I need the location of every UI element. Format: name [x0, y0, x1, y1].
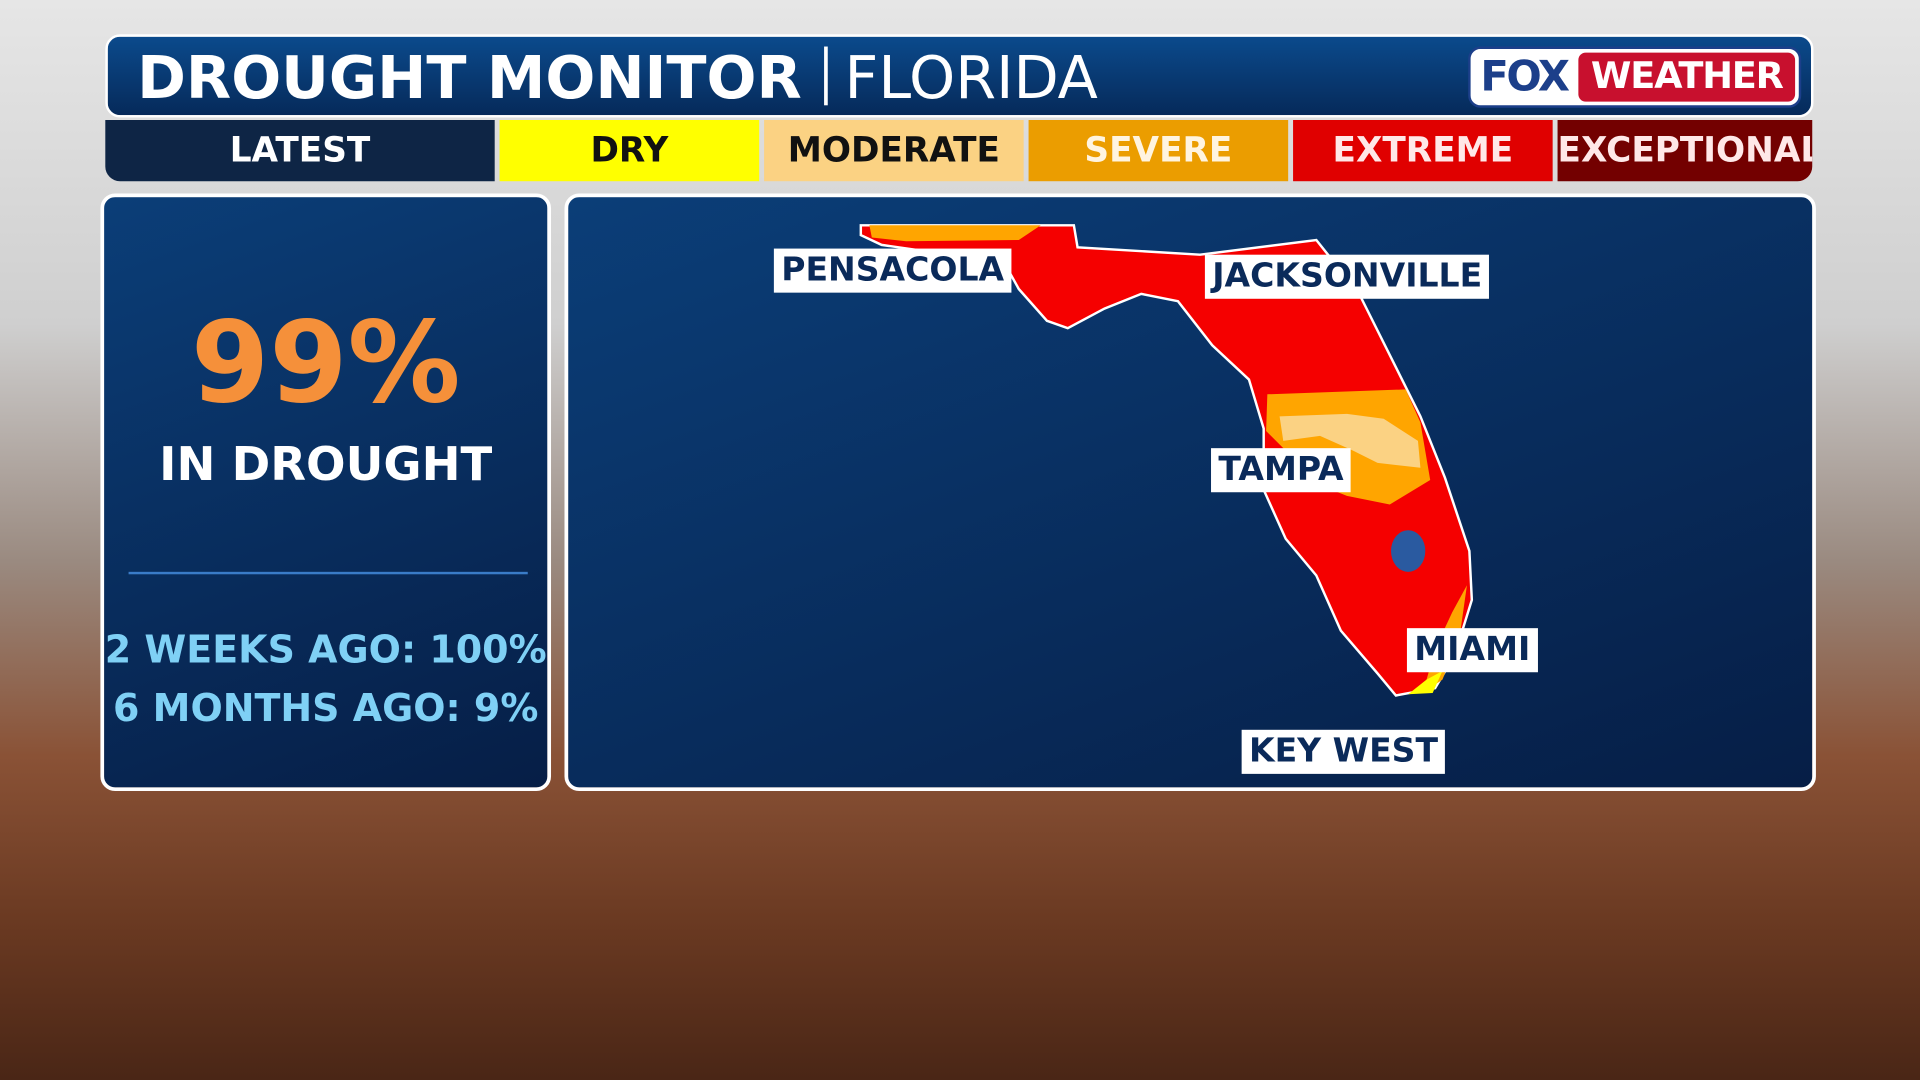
moderate-drought-central	[1279, 413, 1421, 468]
page-title: DROUGHT MONITOR FLORIDA	[137, 44, 1098, 113]
six-months-ago: 6 MONTHS AGO: 9%	[113, 686, 539, 732]
legend-extreme: EXTREME	[1293, 120, 1553, 182]
logo-weather: WEATHER	[1578, 52, 1796, 102]
legend-dry: DRY	[499, 120, 760, 182]
legend-latest: LATEST	[105, 120, 495, 182]
legend-exceptional: EXCEPTIONAL	[1557, 120, 1813, 182]
drought-label: IN DROUGHT	[159, 437, 493, 492]
legend-severe: SEVERE	[1028, 120, 1289, 182]
extreme-drought-area	[859, 224, 1474, 697]
drought-legend: LATEST DRY MODERATE SEVERE EXTREME EXCEPTIONA…	[105, 120, 1813, 182]
city-label-jacksonville: JACKSONVILLE	[1204, 254, 1490, 299]
title-bar: DROUGHT MONITOR FLORIDA FOX WEATHER	[105, 34, 1814, 118]
logo-fox: FOX	[1480, 52, 1570, 102]
stats-panel: 99% IN DROUGHT 2 WEEKS AGO: 100% 6 MONTH…	[100, 193, 552, 792]
fox-weather-logo: FOX WEATHER	[1468, 46, 1802, 108]
florida-map	[859, 224, 1474, 697]
title-text: DROUGHT MONITOR	[137, 44, 802, 113]
lake-okeechobee	[1391, 530, 1426, 572]
divider	[128, 571, 528, 575]
city-label-pensacola: PENSACOLA	[773, 248, 1012, 293]
map-panel: PENSACOLA JACKSONVILLE TAMPA MIAMI KEY W…	[564, 193, 1816, 792]
two-weeks-ago: 2 WEEKS AGO: 100%	[104, 628, 547, 673]
city-label-miami: MIAMI	[1406, 628, 1538, 673]
dry-area-southeast	[1408, 671, 1443, 695]
city-label-tampa: TAMPA	[1211, 448, 1351, 493]
title-divider	[823, 46, 828, 106]
severe-drought-panhandle	[869, 225, 1041, 242]
city-label-key-west: KEY WEST	[1241, 729, 1446, 774]
drought-percentage: 99%	[190, 297, 461, 429]
region-name: FLORIDA	[844, 44, 1098, 113]
legend-moderate: MODERATE	[764, 120, 1024, 182]
